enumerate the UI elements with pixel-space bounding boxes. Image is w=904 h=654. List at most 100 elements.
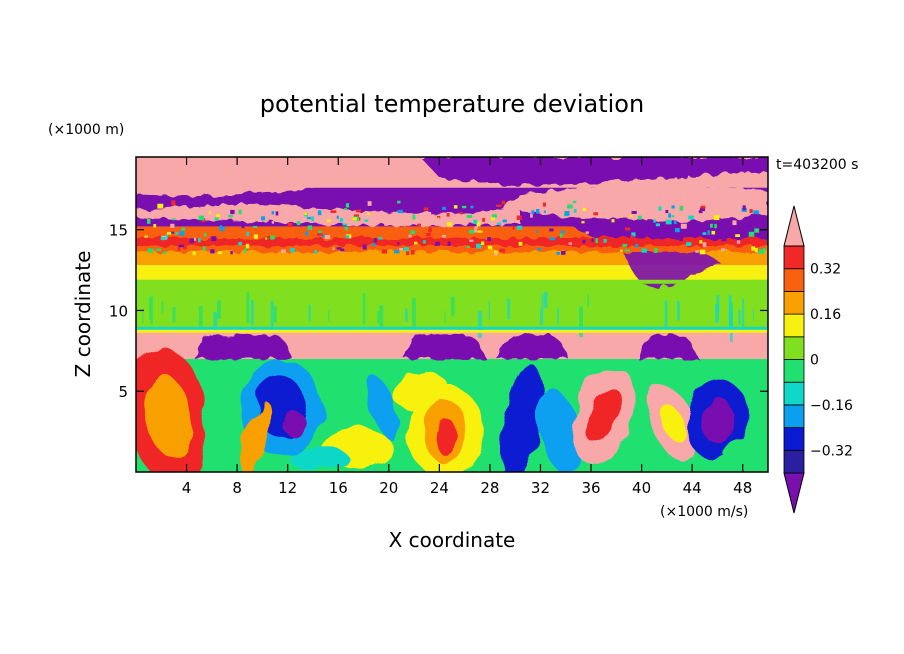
speckle — [307, 225, 313, 230]
speckle — [536, 209, 540, 214]
speckle — [204, 232, 207, 237]
speckle — [564, 211, 570, 216]
speckle — [250, 210, 254, 214]
speckle — [655, 223, 661, 227]
red-band — [136, 238, 768, 248]
speckle — [198, 215, 205, 221]
speckle — [147, 248, 154, 253]
speckle — [611, 219, 615, 223]
speckle — [238, 209, 242, 215]
speckle — [147, 218, 151, 224]
speckle — [603, 239, 607, 243]
x-tick-label: 36 — [581, 479, 600, 497]
streak — [444, 311, 446, 323]
speckle — [326, 219, 331, 223]
speckle — [665, 209, 669, 214]
speckle — [436, 206, 443, 210]
speckle — [244, 248, 247, 253]
speckle — [332, 247, 335, 251]
colorbar-swatch — [783, 268, 805, 292]
speckle — [305, 231, 309, 236]
speckle — [364, 219, 369, 222]
speckle — [494, 250, 498, 256]
streak — [250, 300, 254, 326]
streak — [161, 301, 164, 314]
speckle — [582, 239, 586, 244]
speckle — [469, 239, 474, 242]
x-tick-label: 12 — [278, 479, 297, 497]
speckle — [501, 200, 506, 205]
streak — [587, 294, 590, 308]
speckle — [674, 228, 680, 233]
speckle — [679, 205, 684, 211]
speckle — [447, 241, 451, 246]
speckle — [732, 220, 737, 226]
colorbar-swatch — [783, 381, 805, 406]
speckle — [763, 247, 766, 251]
speckle — [193, 237, 197, 241]
speckle — [593, 212, 598, 216]
speckle — [476, 221, 481, 227]
colorbar-label: 0 — [810, 353, 819, 369]
pink-streamer — [136, 204, 520, 226]
streak — [142, 308, 144, 324]
time-label: t=403200 s — [776, 157, 858, 173]
speckle — [591, 238, 594, 242]
speckle — [343, 208, 347, 211]
streak — [716, 295, 720, 312]
streak — [328, 310, 330, 322]
colorbar-max-triangle — [783, 205, 805, 247]
speckle — [157, 203, 164, 209]
speckle — [721, 236, 727, 242]
speckle — [436, 217, 440, 222]
x-axis: 4 8 12 16 20 24 28 32 36 40 44 48 — [182, 157, 752, 497]
speckle — [499, 248, 506, 253]
speckle — [165, 234, 168, 239]
colorbar-label: 0.16 — [810, 307, 841, 323]
speckle — [512, 225, 515, 230]
x-tick-label: 16 — [329, 479, 348, 497]
speckle — [431, 209, 436, 215]
speckle — [688, 215, 694, 220]
speckle — [144, 235, 148, 238]
speckle — [481, 241, 485, 246]
speckle — [581, 221, 585, 224]
speckle — [156, 248, 162, 251]
speckle — [482, 217, 485, 222]
speckle — [208, 211, 211, 214]
speckle — [702, 232, 707, 235]
speckle — [671, 205, 675, 209]
colorbar-swatch — [783, 313, 805, 338]
speckle — [428, 227, 432, 233]
speckle — [754, 247, 758, 253]
x-tick-label: 8 — [232, 479, 242, 497]
speckle — [317, 233, 323, 236]
speckle — [487, 245, 493, 250]
speckle — [518, 241, 523, 246]
colorbar-min-triangle — [783, 472, 805, 514]
speckle — [210, 249, 215, 254]
speckle — [466, 214, 473, 219]
colorbar-swatch — [783, 427, 805, 451]
streak — [579, 306, 583, 338]
streak — [172, 307, 176, 323]
speckle — [391, 215, 395, 219]
speckle — [474, 227, 477, 233]
streak — [213, 311, 218, 334]
speckle — [629, 215, 633, 218]
speckle — [459, 211, 463, 215]
warm-eddy — [660, 403, 687, 444]
speckle — [490, 217, 496, 221]
y-tick-label: 15 — [109, 222, 128, 240]
speckle — [178, 244, 185, 248]
speckle — [160, 236, 166, 241]
speckle — [549, 228, 554, 232]
speckle — [230, 251, 233, 255]
warm-eddy — [144, 373, 191, 457]
speckle — [700, 205, 706, 209]
speckle — [409, 243, 413, 246]
speckle — [336, 215, 339, 221]
speckle — [754, 228, 760, 233]
speckle — [170, 223, 175, 228]
